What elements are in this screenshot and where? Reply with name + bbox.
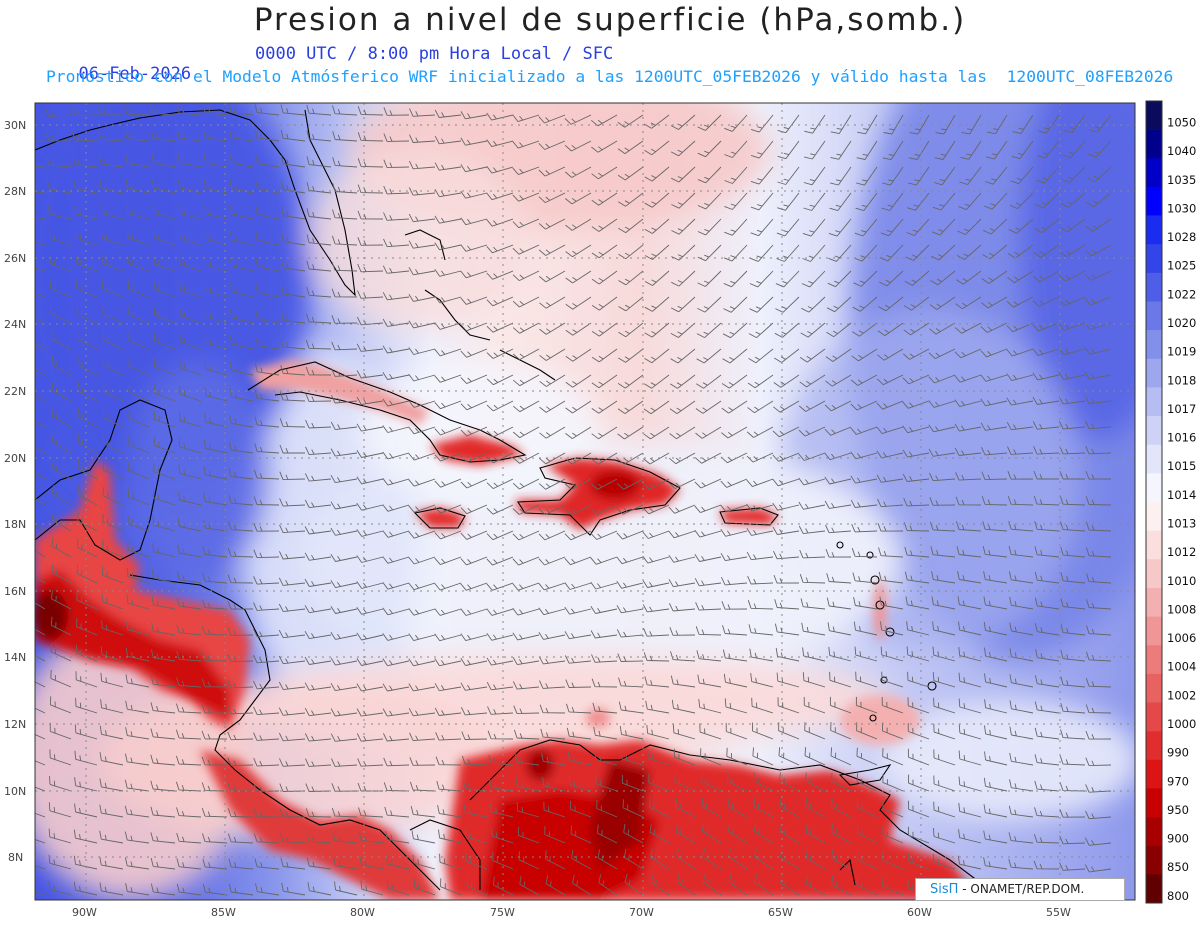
lon-label: 85W — [211, 906, 236, 919]
lat-label: 26N — [4, 252, 26, 265]
lat-label: 30N — [4, 119, 26, 132]
colorbar-label: 1025 — [1167, 259, 1196, 273]
colorbar-swatch — [1146, 215, 1162, 245]
colorbar-label: 1012 — [1167, 545, 1196, 559]
lat-label: 8N — [8, 851, 23, 864]
colorbar-label: 1010 — [1167, 574, 1196, 588]
colorbar-swatch — [1146, 502, 1162, 531]
lat-label: 18N — [4, 518, 26, 531]
colorbar-swatch — [1146, 845, 1162, 875]
colorbar-label: 1017 — [1167, 402, 1196, 416]
colorbar-swatch — [1146, 416, 1162, 446]
latitude-labels: 30N 28N 26N 24N 22N 20N 18N 16N 14N 12N … — [4, 119, 26, 864]
lat-label: 16N — [4, 585, 26, 598]
lon-label: 70W — [629, 906, 654, 919]
map-frame — [34, 102, 1136, 901]
colorbar-swatch — [1146, 731, 1162, 761]
colorbar-label: 950 — [1167, 803, 1189, 817]
colorbar-swatch — [1146, 817, 1162, 847]
colorbar-swatch — [1146, 874, 1162, 904]
colorbar-swatch — [1146, 358, 1162, 388]
map-title: Presion a nivel de superficie (hPa,somb.… — [253, 2, 967, 38]
colorbar-swatch — [1146, 616, 1162, 646]
colorbar-label: 990 — [1167, 746, 1189, 760]
colorbar-swatch — [1146, 530, 1162, 560]
colorbar-swatch — [1146, 444, 1162, 474]
colorbar-label: 1008 — [1167, 602, 1196, 616]
map-field — [35, 103, 1135, 900]
colorbar-swatch — [1146, 587, 1162, 617]
colorbar-swatch — [1146, 101, 1162, 130]
colorbar-label: 1030 — [1167, 201, 1196, 215]
graticule — [35, 103, 1135, 900]
colorbar-label: 970 — [1167, 774, 1189, 788]
colorbar-swatch — [1146, 387, 1162, 417]
colorbar-label: 1013 — [1167, 516, 1196, 530]
sispi-logo: SisΠ — [930, 882, 959, 897]
forecast-time: 0000 UTC / 8:00 pm Hora Local / SFC — [255, 44, 614, 64]
lat-label: 12N — [4, 718, 26, 731]
colorbar-label: 1004 — [1167, 660, 1196, 674]
date-line: 06-Feb-2026 0000 UTC / 8:00 pm Hora Loca… — [58, 44, 613, 104]
forecast-date: 06-Feb-2026 — [78, 64, 192, 84]
colorbar-swatch — [1146, 272, 1162, 302]
colorbar-swatch — [1146, 158, 1162, 188]
colorbar-swatch — [1146, 759, 1162, 789]
lon-label: 75W — [490, 906, 515, 919]
colorbar-label: 1006 — [1167, 631, 1196, 645]
colorbar-swatch — [1146, 473, 1162, 503]
colorbar-frame — [1145, 100, 1163, 904]
colorbar-label: 1000 — [1167, 717, 1196, 731]
colorbar-swatch — [1146, 186, 1162, 216]
colorbar-label: 900 — [1167, 832, 1189, 846]
lon-label: 60W — [907, 906, 932, 919]
colorbar-label: 1019 — [1167, 345, 1196, 359]
colorbar-swatch — [1146, 330, 1162, 360]
colorbar-label: 1035 — [1167, 173, 1196, 187]
colorbar-swatch — [1146, 301, 1162, 331]
colorbar-label: 1040 — [1167, 144, 1196, 158]
lat-label: 24N — [4, 318, 26, 331]
colorbar-label: 800 — [1167, 889, 1189, 903]
colorbar-label: 1022 — [1167, 287, 1196, 301]
lon-label: 55W — [1046, 906, 1071, 919]
colorbar-swatch — [1146, 702, 1162, 732]
model-info: Pronóstico con el Modelo Atmósferico WRF… — [46, 67, 1174, 86]
colorbar-label: 1018 — [1167, 373, 1196, 387]
colorbar-swatch — [1146, 129, 1162, 159]
colorbar-swatch — [1146, 788, 1162, 818]
colorbar-label: 1002 — [1167, 688, 1196, 702]
colorbar-swatch — [1146, 244, 1162, 274]
colorbar-label: 1014 — [1167, 488, 1196, 502]
colorbar-label: 1015 — [1167, 459, 1196, 473]
coastlines — [35, 109, 991, 891]
colorbar-swatch — [1146, 673, 1162, 703]
wind-barbs — [35, 104, 1112, 899]
lat-label: 20N — [4, 452, 26, 465]
colorbar-label: 1028 — [1167, 230, 1196, 244]
colorbar: 1050 1040 1035 1030 1028 1025 1022 1020 1019 1018… — [1145, 100, 1196, 904]
credit-text: - ONAMET/REP.DOM. — [962, 882, 1085, 896]
lat-label: 14N — [4, 651, 26, 664]
colorbar-label: 850 — [1167, 860, 1189, 874]
lat-label: 28N — [4, 185, 26, 198]
lat-label: 22N — [4, 385, 26, 398]
lon-label: 90W — [72, 906, 97, 919]
colorbar-swatch — [1146, 559, 1162, 589]
longitude-labels: 90W 85W 80W 75W 70W 65W 60W 55W — [72, 906, 1071, 919]
colorbar-swatch — [1146, 645, 1162, 675]
wind-barb-field — [35, 104, 1112, 899]
colorbar-label: 1050 — [1167, 115, 1196, 129]
lon-label: 80W — [350, 906, 375, 919]
lat-label: 10N — [4, 785, 26, 798]
lon-label: 65W — [768, 906, 793, 919]
colorbar-label: 1020 — [1167, 316, 1196, 330]
credit-box: SisΠ - ONAMET/REP.DOM. — [915, 878, 1125, 901]
colorbar-label: 1016 — [1167, 431, 1196, 445]
